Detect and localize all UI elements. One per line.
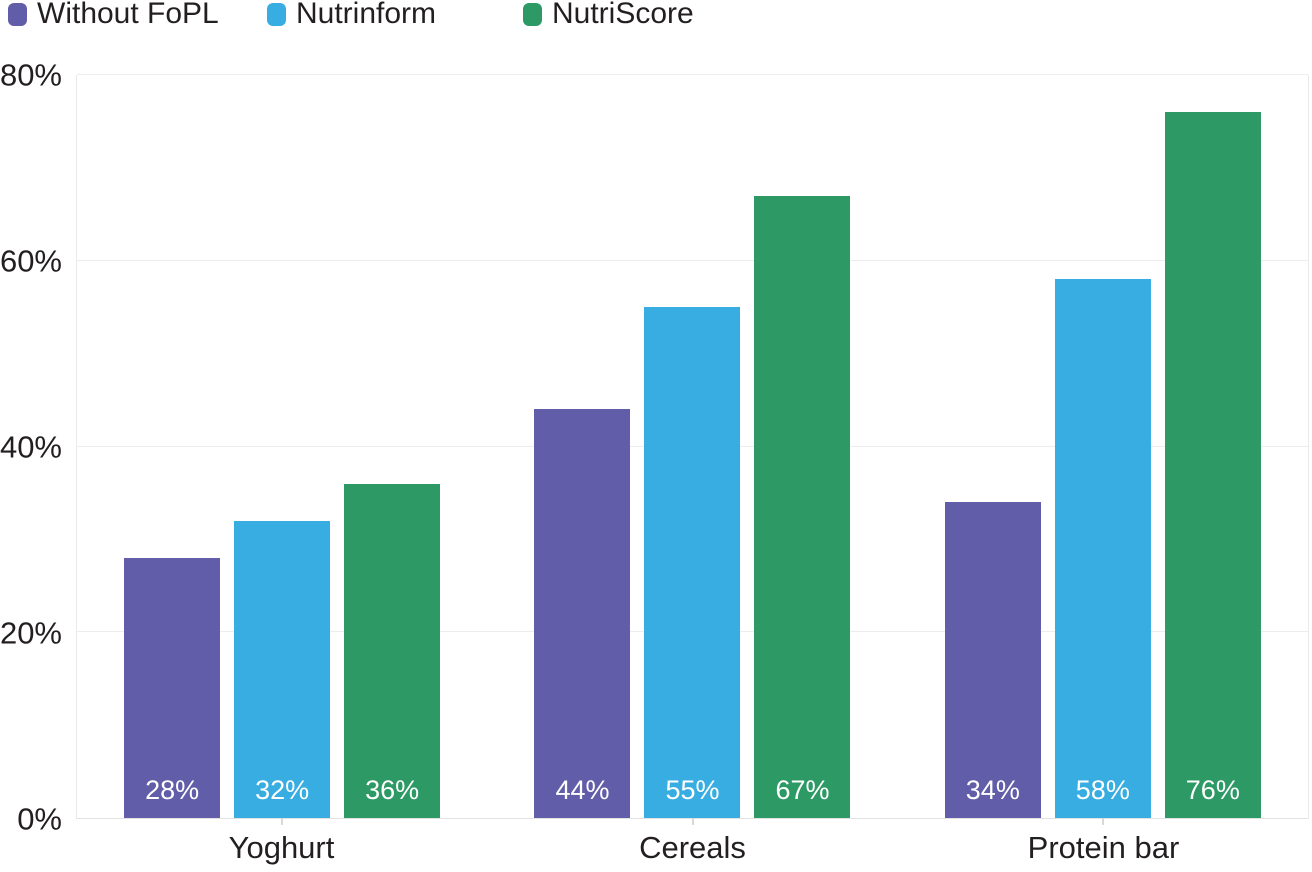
bar-value-label: 34% xyxy=(965,775,1020,805)
legend-swatch-nutrinform xyxy=(267,2,286,26)
bar-cereals-nutriscore: 67% xyxy=(754,195,851,818)
y-axis: 0% 20% 40% 60% 80% xyxy=(0,60,62,835)
gridline-60 xyxy=(77,259,1308,261)
chart-legend: Without FoPL Nutrinform NutriScore xyxy=(0,0,1312,30)
legend-swatch-nutriscore xyxy=(523,2,542,26)
bar-protein-bar-nutriscore: 76% xyxy=(1164,112,1261,818)
x-tick-yoghurt xyxy=(281,818,284,825)
category-label-cereals: Cereals xyxy=(639,830,746,865)
plot-area: 28% 32% 36% 44% 55% 67% 34% 58% 76% xyxy=(76,74,1309,825)
bar-protein-bar-nutrinform: 58% xyxy=(1054,279,1151,818)
bar-yoghurt-nutriscore: 36% xyxy=(344,483,441,818)
gridline-80 xyxy=(77,74,1308,75)
bar-group-protein-bar: 34% 58% 76% xyxy=(898,75,1308,818)
bar-value-label: 67% xyxy=(775,775,830,805)
legend-label: Nutrinform xyxy=(296,0,437,30)
x-tick-protein-bar xyxy=(1101,818,1104,825)
bar-value-label: 55% xyxy=(665,775,720,805)
bar-value-label: 28% xyxy=(145,775,200,805)
bar-cereals-nutrinform: 55% xyxy=(644,307,741,818)
bar-value-label: 44% xyxy=(555,775,610,805)
y-tick-label-0: 0% xyxy=(17,801,62,837)
category-label-yoghurt: Yoghurt xyxy=(228,830,335,865)
legend-item-nutrinform: Nutrinform xyxy=(267,0,437,30)
legend-swatch-without-fopl xyxy=(8,2,27,26)
x-tick-cereals xyxy=(691,818,694,825)
legend-item-nutriscore: NutriScore xyxy=(523,0,694,30)
bar-protein-bar-without-fopl: 34% xyxy=(944,502,1041,818)
bar-yoghurt-without-fopl: 28% xyxy=(124,557,221,818)
legend-item-without-fopl: Without FoPL xyxy=(8,0,219,30)
category-label-protein-bar: Protein bar xyxy=(1027,830,1180,865)
legend-label: Without FoPL xyxy=(37,0,219,30)
bar-value-label: 32% xyxy=(255,775,310,805)
bar-value-label: 76% xyxy=(1185,775,1240,805)
y-tick-label-60: 60% xyxy=(0,243,62,279)
bar-group-cereals: 44% 55% 67% xyxy=(487,75,897,818)
x-axis: Yoghurt Cereals Protein bar xyxy=(76,831,1309,865)
bar-group-yoghurt: 28% 32% 36% xyxy=(77,75,487,818)
bar-value-label: 58% xyxy=(1075,775,1130,805)
y-tick-label-20: 20% xyxy=(0,615,62,651)
bar-value-label: 36% xyxy=(365,775,420,805)
y-tick-label-40: 40% xyxy=(0,429,62,465)
bar-yoghurt-nutrinform: 32% xyxy=(234,520,331,818)
y-tick-label-80: 80% xyxy=(0,57,62,93)
bar-cereals-without-fopl: 44% xyxy=(534,409,631,818)
legend-label: NutriScore xyxy=(552,0,694,30)
